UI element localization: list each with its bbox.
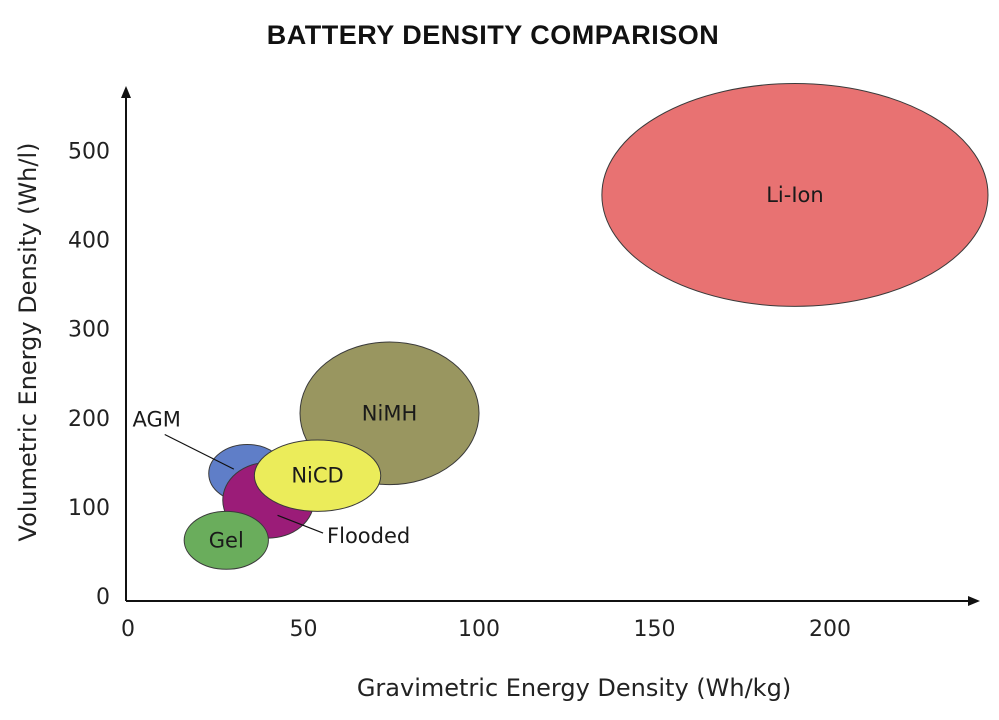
y-axis-label: Volumetric Energy Density (Wh/l) [14,143,42,542]
x-tick-label-100: 100 [458,617,500,642]
y-tick-label-300: 300 [68,318,110,343]
bubble-label-flooded: Flooded [327,524,410,548]
bubble-nicd [253,439,382,512]
x-axis-arrow [968,596,980,606]
x-tick-label-150: 150 [634,617,676,642]
leader-line-flooded [277,514,324,534]
y-tick-label-500: 500 [68,139,110,164]
bubble-label-agm: AGM [133,407,181,431]
chart-title: BATTERY DENSITY COMPARISON [267,20,720,50]
x-tick-label-0: 0 [121,617,135,642]
bubble-gel [183,510,269,570]
x-axis-label: Gravimetric Energy Density (Wh/kg) [357,674,791,702]
leader-line-agm [164,433,235,470]
y-tick-label-100: 100 [68,496,110,521]
bubble-label-nimh: NiMH [362,401,417,425]
bubble-li-ion [601,83,989,307]
bubble-label-nicd: NiCD [291,464,343,488]
y-tick-label-200: 200 [68,407,110,432]
bubble-label-li-ion: Li-Ion [766,183,823,207]
bubble-label-gel: Gel [209,528,244,552]
y-tick-label-0: 0 [96,585,110,610]
y-axis-arrow [121,86,131,98]
x-tick-label-200: 200 [809,617,851,642]
y-tick-label-400: 400 [68,229,110,254]
x-tick-label-50: 50 [290,617,318,642]
